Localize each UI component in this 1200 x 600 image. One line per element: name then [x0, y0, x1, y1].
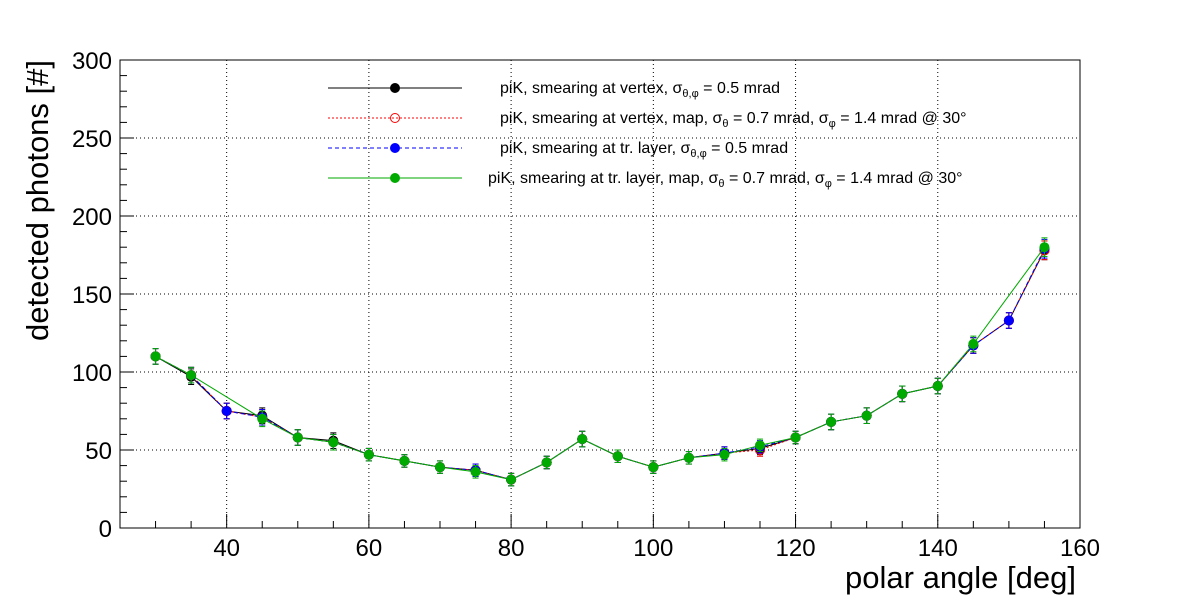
legend-entry-2: piK, smearing at vertex, map, σθ = 0.7 m… [328, 110, 967, 130]
grid [120, 60, 1080, 528]
legend-entry-4: piK, smearing at tr. layer, map, σθ = 0.… [328, 170, 963, 190]
legend-entry-1: piK, smearing at vertex, σθ,φ = 0.5 mrad [328, 80, 780, 100]
data-point [826, 416, 837, 427]
data-point [612, 451, 623, 462]
data-point [292, 432, 303, 443]
legend-marker [390, 173, 400, 183]
data-point [755, 440, 765, 451]
data-point [150, 351, 161, 362]
x-tick-label: 80 [498, 535, 525, 562]
data-point [470, 466, 481, 477]
y-tick-label: 50 [85, 438, 112, 465]
y-tick-label: 100 [72, 360, 112, 387]
data-point [719, 449, 730, 460]
data-layer [150, 237, 1050, 487]
series-line [155, 246, 1045, 481]
y-tick-label: 300 [72, 48, 112, 75]
axes: 40 60 80 100 120 140 160 0 50 100 150 200 250 300 [72, 48, 1100, 562]
legend-label: piK, smearing at vertex, map, σθ = 0.7 m… [500, 110, 967, 130]
data-point [790, 432, 801, 443]
y-tick-label: 150 [72, 282, 112, 309]
legend-marker [390, 83, 400, 93]
x-tick-label: 40 [213, 535, 240, 562]
data-point [399, 455, 410, 466]
data-point [1003, 315, 1014, 326]
legend-marker [390, 143, 400, 153]
data-point [257, 413, 268, 424]
y-tick-label: 200 [72, 204, 112, 231]
data-point [683, 452, 694, 463]
data-point [577, 434, 588, 445]
data-point [435, 462, 445, 473]
y-tick-label: 250 [72, 126, 112, 153]
x-axis-title: polar angle [deg] [845, 560, 1076, 595]
x-tick-label: 100 [633, 535, 673, 562]
legend-label: piK, smearing at vertex, σθ,φ = 0.5 mrad [500, 80, 780, 100]
legend-marker [390, 113, 400, 123]
series-4 [150, 237, 1050, 487]
y-axis-title: detected photons [#] [20, 60, 55, 341]
x-tick-label: 60 [356, 535, 383, 562]
data-point [861, 410, 872, 421]
data-point [506, 474, 517, 485]
legend-label: piK, smearing at tr. layer, map, σθ = 0.… [488, 170, 963, 190]
x-tick-label: 160 [1060, 535, 1100, 562]
data-point [932, 381, 943, 392]
x-tick-label: 120 [776, 535, 816, 562]
data-point [363, 449, 374, 460]
legend-label: piK, smearing at tr. layer, σθ,φ = 0.5 m… [500, 140, 788, 160]
y-tick-label: 0 [99, 516, 112, 543]
legend: piK, smearing at vertex, σθ,φ = 0.5 mrad… [328, 80, 967, 190]
data-point [968, 338, 979, 349]
data-point [186, 370, 197, 381]
data-point [541, 457, 552, 468]
data-point [221, 406, 232, 416]
data-point [328, 437, 339, 448]
data-point [897, 388, 908, 399]
x-tick-label: 140 [918, 535, 958, 562]
data-point [648, 462, 659, 473]
legend-entry-3: piK, smearing at tr. layer, σθ,φ = 0.5 m… [328, 140, 788, 160]
data-point [1039, 242, 1050, 253]
